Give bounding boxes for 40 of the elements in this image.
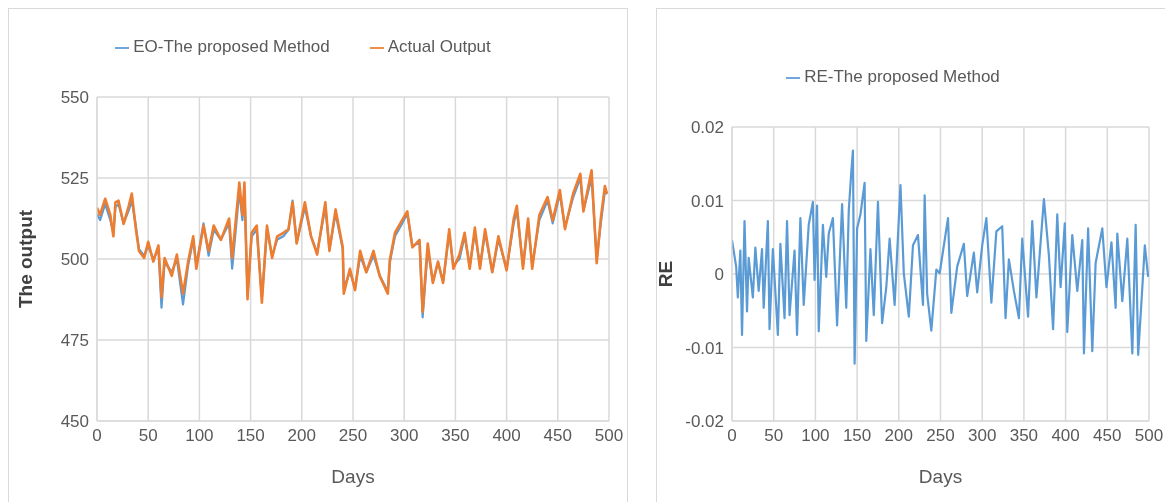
x-tick-label: 450 <box>543 426 572 446</box>
y-tick-label: 0.02 <box>690 118 724 138</box>
y-tick-label: 0 <box>714 265 724 285</box>
y-tick-label: 475 <box>60 331 89 351</box>
x-tick-label: 0 <box>92 426 102 446</box>
x-tick-label: 350 <box>1009 426 1039 446</box>
x-tick-label: 350 <box>441 426 470 446</box>
x-tick-label: 450 <box>1093 426 1122 446</box>
y-tick-label: 525 <box>60 169 89 189</box>
y-tick-label: 500 <box>60 250 89 270</box>
x-tick-label: 500 <box>1134 426 1164 446</box>
x-tick-label: 500 <box>594 426 624 446</box>
y-tick-label: 550 <box>60 88 89 108</box>
line-series <box>732 149 1149 365</box>
y-tick-label: 0.01 <box>690 191 724 211</box>
x-axis-title: Days <box>331 466 375 487</box>
legend-label: EO-The proposed Method <box>133 37 330 56</box>
y-axis-title: RE <box>654 260 676 288</box>
x-tick-label: 400 <box>1051 426 1080 446</box>
legend-label: Actual Output <box>387 37 491 56</box>
x-tick-label: 300 <box>390 426 419 446</box>
y-tick-label: -0.02 <box>685 412 724 432</box>
x-tick-label: 200 <box>287 426 316 446</box>
y-axis-title: The output <box>14 209 36 309</box>
x-tick-label: 50 <box>764 426 784 446</box>
y-tick-label: -0.01 <box>685 338 724 358</box>
x-tick-label: 100 <box>801 426 830 446</box>
x-tick-label: 150 <box>236 426 265 446</box>
x-tick-label: 200 <box>884 426 913 446</box>
x-tick-label: 150 <box>842 426 872 446</box>
legend-label: RE-The proposed Method <box>804 67 1000 86</box>
y-tick-label: 450 <box>60 412 89 432</box>
x-tick-label: 250 <box>338 426 368 446</box>
x-tick-label: 300 <box>968 426 997 446</box>
x-tick-label: 400 <box>492 426 521 446</box>
x-axis-title: Days <box>918 466 963 487</box>
x-tick-label: 250 <box>926 426 955 446</box>
x-tick-label: 50 <box>138 426 158 446</box>
x-tick-label: 100 <box>185 426 214 446</box>
x-tick-label: 0 <box>727 426 737 446</box>
